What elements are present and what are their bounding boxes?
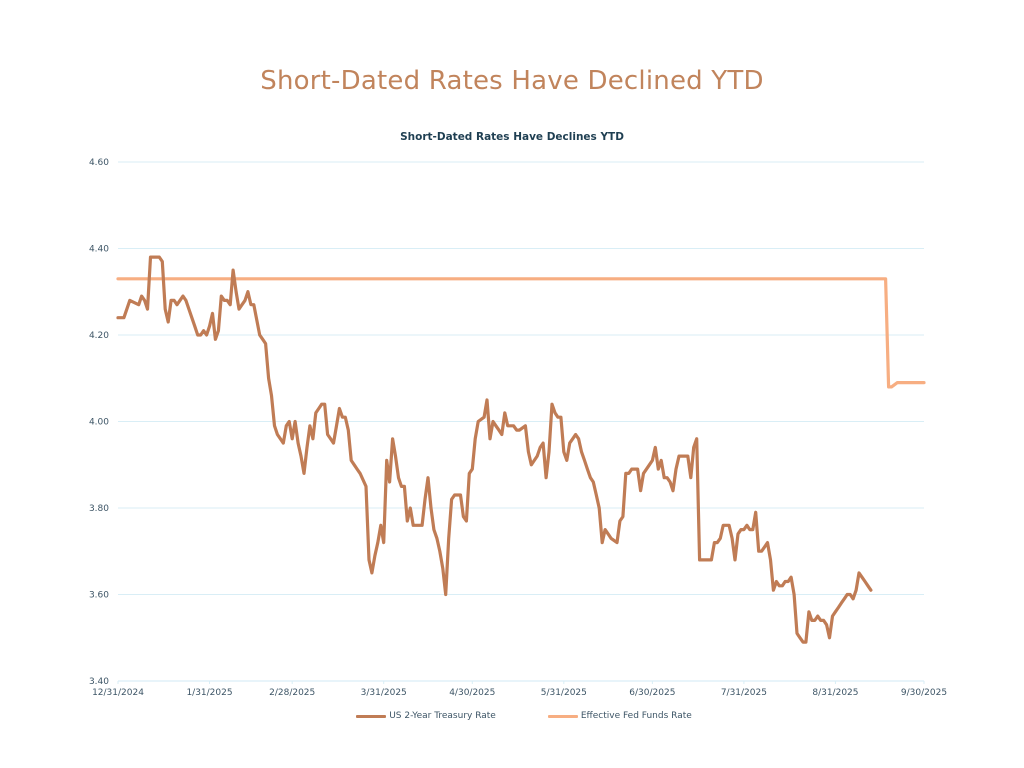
y-tick-label: 4.60 xyxy=(89,158,109,168)
legend: US 2-Year Treasury Rate Effective Fed Fu… xyxy=(0,711,1024,721)
y-tick-label: 3.40 xyxy=(89,677,109,687)
x-tick-label: 6/30/2025 xyxy=(629,688,675,698)
series-line-fed-funds xyxy=(116,277,926,389)
x-tick-label: 4/30/2025 xyxy=(449,688,495,698)
x-tick-label: 8/31/2025 xyxy=(812,688,858,698)
y-tick-label: 3.80 xyxy=(89,504,109,514)
x-tick-label: 12/31/2024 xyxy=(92,688,144,698)
y-tick-label: 3.60 xyxy=(89,591,109,601)
legend-label-treasury: US 2-Year Treasury Rate xyxy=(389,711,496,721)
legend-swatch-fed-funds xyxy=(547,714,578,718)
legend-item-treasury: US 2-Year Treasury Rate xyxy=(332,711,496,721)
legend-item-fed-funds: Effective Fed Funds Rate xyxy=(524,711,692,721)
chart-title: Short-Dated Rates Have Declines YTD xyxy=(400,131,624,143)
gridlines xyxy=(118,161,924,682)
x-tick-label: 1/31/2025 xyxy=(186,688,232,698)
x-tick-label: 9/30/2025 xyxy=(901,688,947,698)
x-tick-label: 3/31/2025 xyxy=(361,688,407,698)
y-tick-label: 4.00 xyxy=(89,418,109,428)
y-tick-label: 4.40 xyxy=(89,245,109,255)
series-lines xyxy=(116,255,926,644)
x-axis: 12/31/2024 1/31/2025 2/28/2025 3/31/2025 4/3… xyxy=(92,680,947,698)
legend-swatch-treasury xyxy=(356,714,387,718)
x-tick-label: 2/28/2025 xyxy=(269,688,315,698)
y-axis: 4.60 4.40 4.20 4.00 3.80 3.60 3.40 xyxy=(89,158,109,687)
legend-label-fed-funds: Effective Fed Funds Rate xyxy=(580,711,692,721)
page-title: Short-Dated Rates Have Declined YTD xyxy=(260,66,764,96)
series-line-treasury xyxy=(116,255,873,644)
x-tick-label: 5/31/2025 xyxy=(541,688,587,698)
y-tick-label: 4.20 xyxy=(89,331,109,341)
x-tick-label: 7/31/2025 xyxy=(721,688,767,698)
